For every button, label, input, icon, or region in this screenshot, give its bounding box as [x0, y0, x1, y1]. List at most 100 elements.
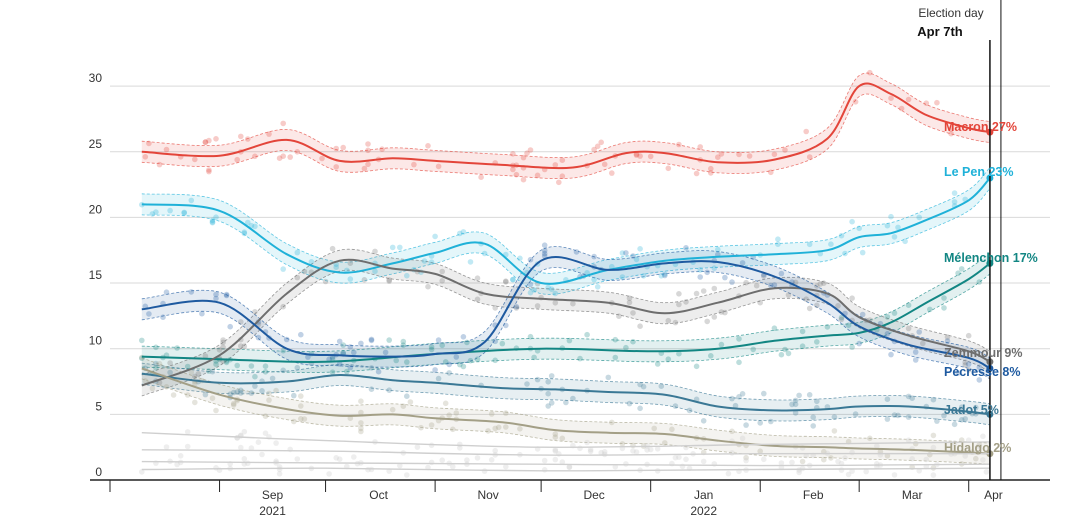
melenchon-poll-dot	[654, 361, 661, 367]
hidalgo-poll-dot	[358, 409, 364, 416]
macron-poll-dot	[238, 133, 244, 140]
melenchon-poll-dot	[213, 361, 219, 368]
minor-7-poll-dot	[980, 433, 986, 440]
y-tick-label: 30	[89, 71, 103, 85]
le-pen-poll-dot	[428, 259, 435, 266]
grid-lines: 0 5 10 15 20 25 30	[89, 71, 1050, 481]
x-tick-label: Dec	[583, 488, 604, 502]
x-tick-year-label: 2022	[690, 504, 717, 518]
hidalgo-poll-dot	[142, 378, 149, 384]
minor-10-poll-dot	[983, 469, 990, 475]
minor-8-poll-dot	[556, 451, 562, 457]
minor-10-poll-dot	[450, 463, 456, 470]
le-pen-end-label: Le Pen 23%	[944, 165, 1013, 179]
jadot-poll-dot	[958, 404, 965, 411]
pecresse-trend-line	[141, 255, 991, 370]
zemmour-poll-dot	[552, 300, 559, 306]
melenchon-poll-dot	[262, 363, 269, 370]
hidalgo-poll-dot	[400, 403, 407, 410]
zemmour-poll-dot	[711, 285, 718, 292]
pecresse-poll-dot	[435, 337, 442, 343]
macron-poll-dot	[340, 144, 347, 151]
hidalgo-poll-dot	[192, 399, 198, 406]
hidalgo-poll-dot	[266, 390, 272, 397]
le-pen-poll-dot	[213, 214, 219, 220]
pecresse-poll-dot	[160, 314, 166, 321]
jadot-poll-dot	[761, 390, 767, 397]
macron-poll-dot	[591, 146, 597, 153]
jadot-poll-dot	[810, 423, 816, 429]
pecresse-confidence-band	[141, 246, 990, 379]
macron-poll-dot	[676, 141, 682, 148]
le-pen-poll-dot	[252, 223, 258, 230]
macron-poll-dot	[192, 156, 198, 163]
minor-9-poll-dot	[916, 468, 922, 474]
y-tick-label: 0	[95, 465, 102, 479]
melenchon-poll-dot	[184, 363, 191, 370]
jadot-poll-dot	[672, 403, 679, 409]
zemmour-poll-dot	[838, 316, 845, 323]
jadot-poll-dot	[230, 389, 237, 396]
macron-poll-dot	[163, 146, 170, 153]
le-pen-poll-dot	[531, 287, 537, 293]
minor-8-poll-dot	[683, 456, 689, 463]
minor-10-poll-dot	[778, 460, 785, 466]
melenchon-confidence-band	[141, 252, 990, 373]
zemmour-poll-dot	[238, 319, 244, 325]
minor-7-poll-dot	[241, 428, 248, 435]
hidalgo-poll-dot	[230, 402, 237, 408]
macron-poll-dot	[803, 128, 809, 135]
macron-poll-dot	[365, 141, 371, 147]
melenchon-poll-dot	[927, 306, 933, 313]
minor-9-poll-dot	[294, 456, 301, 462]
melenchon-poll-dot	[708, 353, 714, 359]
hidalgo-poll-dot	[559, 435, 566, 442]
macron-poll-dot	[665, 165, 672, 172]
hidalgo-poll-dot	[418, 424, 424, 431]
melenchon-poll-dot	[884, 314, 891, 320]
minor-7-trend-line	[141, 432, 990, 448]
minor-7-poll-dot	[601, 449, 608, 455]
minor-10-poll-dot	[139, 469, 145, 475]
pecresse-poll-dot	[255, 334, 262, 341]
macron-poll-dot	[520, 154, 527, 161]
hidalgo-poll-dot	[503, 410, 509, 416]
melenchon-poll-dot	[566, 337, 573, 344]
hidalgo-poll-dot	[358, 425, 364, 432]
zemmour-poll-dot	[503, 278, 509, 285]
le-pen-poll-dot	[460, 229, 467, 235]
jadot-poll-dot	[227, 391, 233, 398]
minor-8-trend-line	[141, 449, 990, 456]
jadot-poll-dot	[386, 387, 393, 394]
zemmour-poll-dot	[439, 278, 446, 284]
zemmour-poll-dot	[329, 245, 336, 252]
melenchon-poll-dot	[262, 369, 269, 375]
minor-9-poll-dot	[174, 461, 180, 468]
minor-8-poll-dot	[980, 457, 986, 463]
pecresse-poll-dot	[347, 344, 354, 350]
melenchon-trend-line	[141, 262, 991, 363]
minor-9-poll-dot	[439, 457, 446, 464]
le-pen-poll-dot	[517, 255, 523, 262]
pecresse-poll-dot	[912, 357, 919, 363]
le-pen-poll-dot	[640, 273, 647, 279]
jadot-poll-dot	[368, 386, 375, 393]
le-pen-poll-dot	[775, 236, 781, 242]
minor-10-poll-dot	[930, 472, 937, 478]
jadot-poll-dot	[905, 414, 912, 420]
hidalgo-poll-dot	[495, 424, 502, 431]
hidalgo-poll-dot	[298, 403, 304, 409]
jadot-poll-dot	[700, 418, 707, 424]
macron-end-label: Macron 27%	[944, 120, 1017, 134]
melenchon-poll-dot	[467, 357, 474, 364]
jadot-poll-dot	[806, 392, 813, 398]
pecresse-poll-dot	[683, 245, 689, 251]
minor-7-poll-dot	[874, 443, 880, 449]
le-pen-poll-dot	[859, 249, 866, 256]
melenchon-poll-dot	[736, 336, 742, 342]
hidalgo-poll-dot	[192, 380, 198, 387]
melenchon-poll-dot	[750, 346, 756, 353]
zemmour-poll-dot	[301, 268, 308, 275]
hidalgo-poll-dot	[358, 428, 364, 435]
macron-poll-dot	[934, 99, 940, 106]
